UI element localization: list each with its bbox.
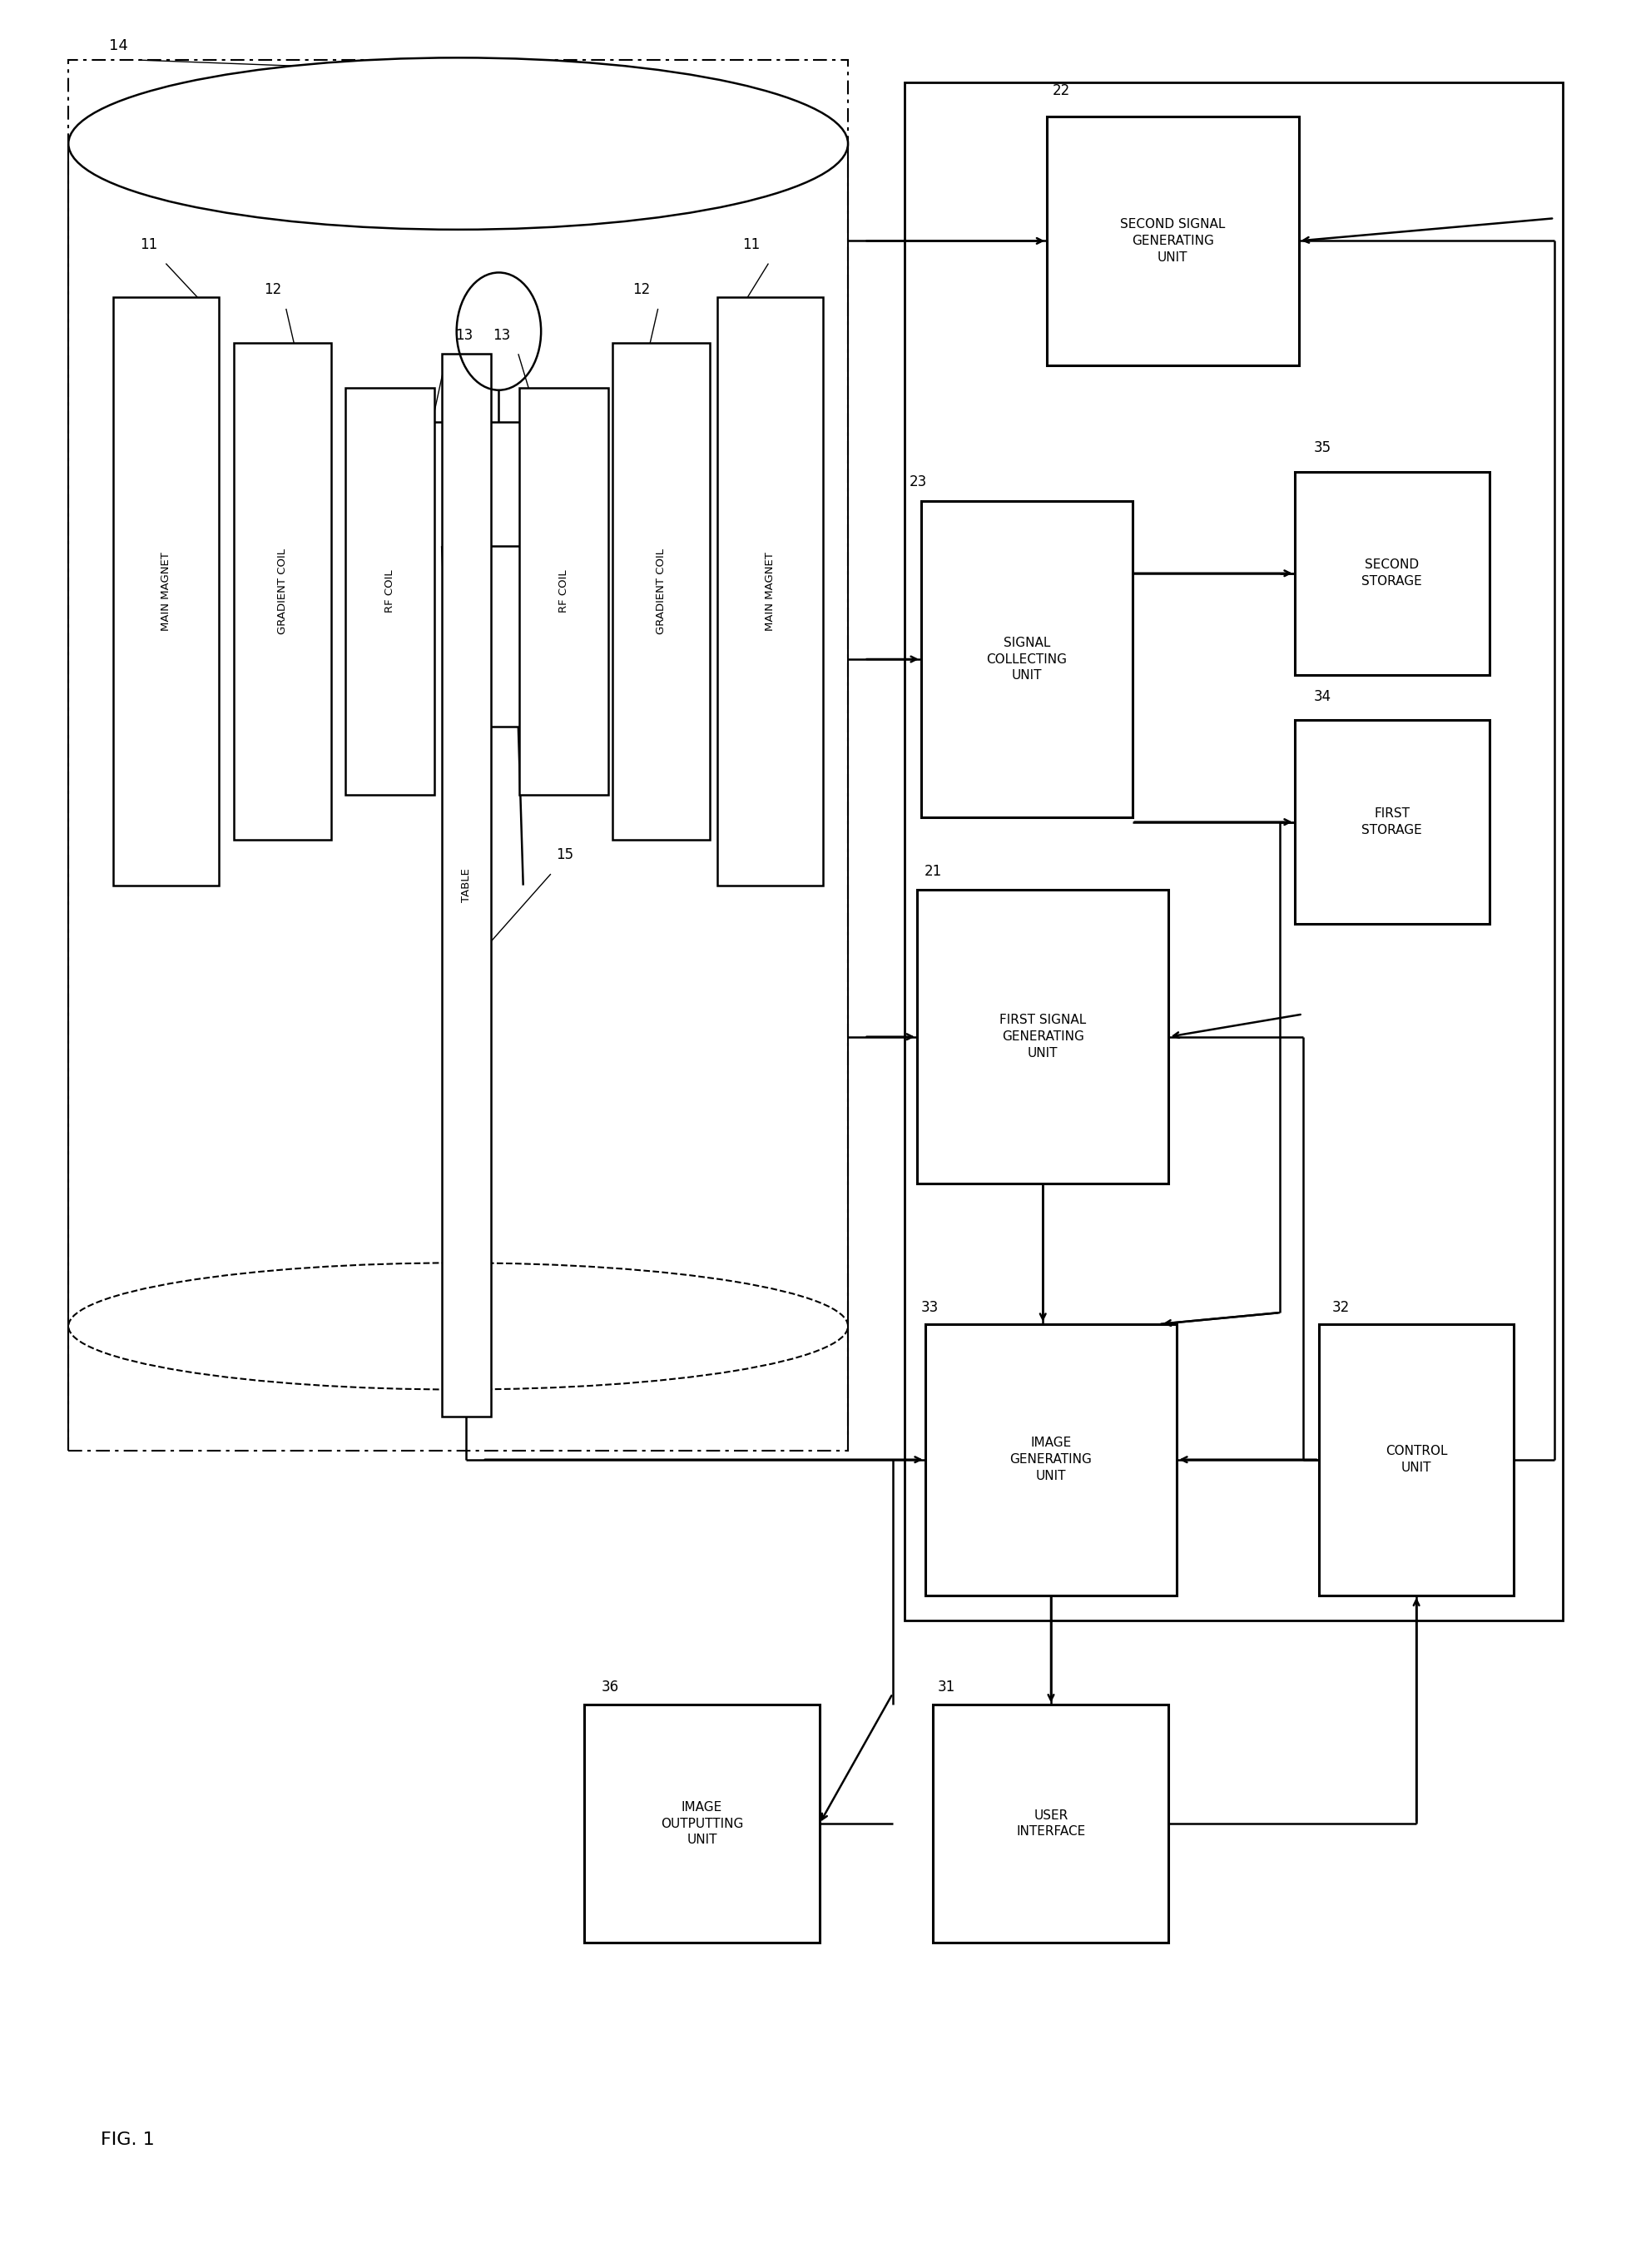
Text: GRADIENT COIL: GRADIENT COIL [656, 549, 667, 635]
Text: FIRST SIGNAL
GENERATING
UNIT: FIRST SIGNAL GENERATING UNIT [1000, 1014, 1086, 1059]
Text: 23: 23 [910, 474, 928, 490]
Text: 13: 13 [493, 327, 511, 342]
Text: 36: 36 [602, 1681, 618, 1694]
Text: 33: 33 [922, 1300, 939, 1315]
Text: IMAGE
GENERATING
UNIT: IMAGE GENERATING UNIT [1010, 1438, 1093, 1483]
Text: 35: 35 [1315, 440, 1331, 456]
Text: FIRST
STORAGE: FIRST STORAGE [1362, 807, 1422, 837]
Text: 31: 31 [938, 1681, 956, 1694]
Bar [1295, 472, 1489, 676]
Text: 22: 22 [1052, 84, 1070, 98]
Text: SIGNAL
COLLECTING
UNIT: SIGNAL COLLECTING UNIT [987, 637, 1067, 683]
Bar [917, 889, 1169, 1184]
Text: CONTROL
UNIT: CONTROL UNIT [1385, 1445, 1447, 1474]
Text: MAIN MAGNET: MAIN MAGNET [765, 551, 775, 631]
Text: GRADIENT COIL: GRADIENT COIL [277, 549, 289, 635]
Text: 34: 34 [1315, 689, 1331, 705]
Text: IMAGE
OUTPUTTING
UNIT: IMAGE OUTPUTTING UNIT [661, 1801, 744, 1846]
Bar [613, 342, 709, 839]
Text: SECOND
STORAGE: SECOND STORAGE [1362, 558, 1422, 587]
Bar [113, 297, 219, 885]
Text: USER
INTERFACE: USER INTERFACE [1016, 1810, 1086, 1837]
Bar [905, 82, 1562, 1619]
Text: RF COIL: RF COIL [385, 569, 395, 612]
Bar [922, 501, 1132, 816]
Text: 32: 32 [1333, 1300, 1349, 1315]
Bar [69, 59, 848, 1452]
Text: TABLE: TABLE [462, 869, 471, 903]
Bar [519, 388, 608, 794]
Text: 13: 13 [455, 327, 473, 342]
Text: 12: 12 [264, 284, 281, 297]
Text: 15: 15 [556, 848, 572, 862]
Bar [1295, 721, 1489, 923]
Text: 11: 11 [140, 238, 158, 252]
Bar [235, 342, 331, 839]
Bar [1319, 1325, 1514, 1594]
Text: SECOND SIGNAL
GENERATING
UNIT: SECOND SIGNAL GENERATING UNIT [1120, 218, 1225, 263]
Bar [933, 1706, 1169, 1941]
Bar [346, 388, 434, 794]
Bar [584, 1706, 819, 1941]
Text: RF COIL: RF COIL [558, 569, 569, 612]
Bar [1047, 116, 1298, 365]
Text: FIG. 1: FIG. 1 [101, 2132, 155, 2148]
Text: 14: 14 [109, 39, 129, 52]
Text: 11: 11 [742, 238, 760, 252]
Ellipse shape [69, 57, 848, 229]
Bar [925, 1325, 1178, 1594]
Text: MAIN MAGNET: MAIN MAGNET [160, 551, 171, 631]
Bar [442, 354, 491, 1418]
Bar [718, 297, 822, 885]
Text: 21: 21 [925, 864, 943, 878]
Text: 12: 12 [633, 284, 649, 297]
